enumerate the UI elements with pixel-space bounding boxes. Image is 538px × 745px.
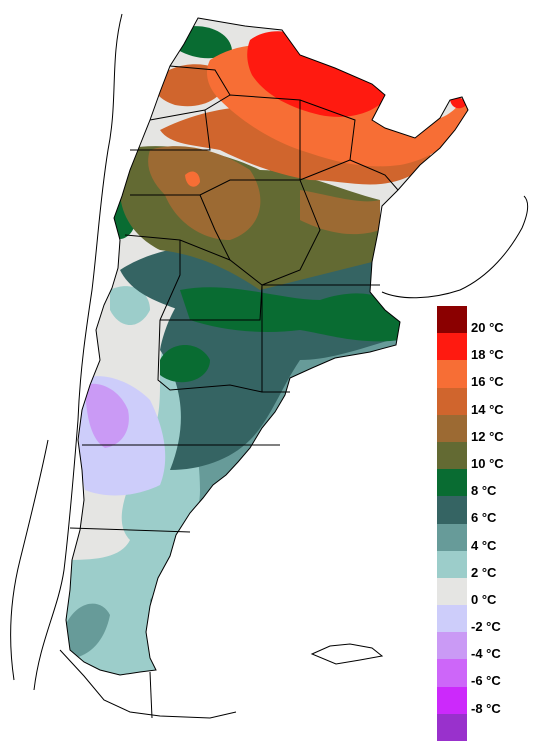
zone-8c xyxy=(160,345,210,383)
legend-label: 20 °C xyxy=(471,320,504,335)
legend-label: 4 °C xyxy=(471,537,497,553)
legend-swatch xyxy=(437,496,467,524)
legend-row: 2 °C xyxy=(437,550,538,580)
legend-label: 2 °C xyxy=(471,564,497,580)
legend-swatch xyxy=(437,550,467,578)
temperature-legend: 20 °C 18 °C 16 °C 14 °C 12 °C 10 °C 8 °C 6 °C 4 … xyxy=(437,306,538,741)
legend-swatch xyxy=(437,333,467,361)
legend-row: -8 °C xyxy=(437,686,538,716)
legend-row: 4 °C xyxy=(437,523,538,553)
legend-swatch xyxy=(437,659,467,687)
zone-8c-band xyxy=(180,287,400,342)
legend-row: 16 °C xyxy=(437,360,538,390)
legend-label: 18 °C xyxy=(471,347,504,363)
legend-row: 20 °C xyxy=(437,306,538,335)
legend-row: 14 °C xyxy=(437,387,538,417)
legend-row: 12 °C xyxy=(437,414,538,444)
zone-16c-spot xyxy=(185,171,200,187)
legend-row: -2 °C xyxy=(437,605,538,635)
legend-swatch xyxy=(437,306,467,334)
legend-row: 18 °C xyxy=(437,333,538,363)
zone-2c-patch xyxy=(110,286,150,325)
legend-swatch xyxy=(437,523,467,551)
legend-row xyxy=(437,713,538,741)
legend-swatch xyxy=(437,469,467,497)
legend-swatch xyxy=(437,360,467,388)
legend-row: -6 °C xyxy=(437,659,538,689)
legend-swatch xyxy=(437,414,467,442)
legend-label: -4 °C xyxy=(471,646,501,662)
zone-neg4c xyxy=(85,383,129,448)
legend-label: 0 °C xyxy=(471,591,497,607)
zone-4c-west xyxy=(66,603,110,660)
zone-18c xyxy=(247,31,385,117)
legend-swatch xyxy=(437,577,467,606)
legend-label: -6 °C xyxy=(471,673,501,689)
legend-row: 6 °C xyxy=(437,496,538,526)
legend-swatch xyxy=(437,686,467,714)
legend-swatch xyxy=(437,605,467,633)
legend-label: 8 °C xyxy=(471,483,497,499)
legend-swatch xyxy=(437,387,467,415)
legend-label: -8 °C xyxy=(471,700,501,716)
legend-row: -4 °C xyxy=(437,632,538,662)
country-outline xyxy=(65,17,469,676)
legend-row: 8 °C xyxy=(437,469,538,499)
legend-swatch xyxy=(437,632,467,660)
legend-swatch xyxy=(437,441,467,470)
legend-label: -2 °C xyxy=(471,619,501,635)
neighbor-outlines xyxy=(10,13,529,719)
legend-row: 10 °C xyxy=(437,441,538,471)
province-borders xyxy=(69,65,399,533)
zone-12c-ne xyxy=(300,190,380,235)
legend-label: 14 °C xyxy=(471,401,504,417)
zone-18c-east xyxy=(450,97,466,109)
legend-label: 16 °C xyxy=(471,374,504,390)
legend-label: 10 °C xyxy=(471,455,504,471)
legend-label: 12 °C xyxy=(471,428,504,444)
legend-label: 6 °C xyxy=(471,510,497,526)
legend-swatch xyxy=(437,713,467,741)
legend-row: 0 °C xyxy=(437,577,538,607)
